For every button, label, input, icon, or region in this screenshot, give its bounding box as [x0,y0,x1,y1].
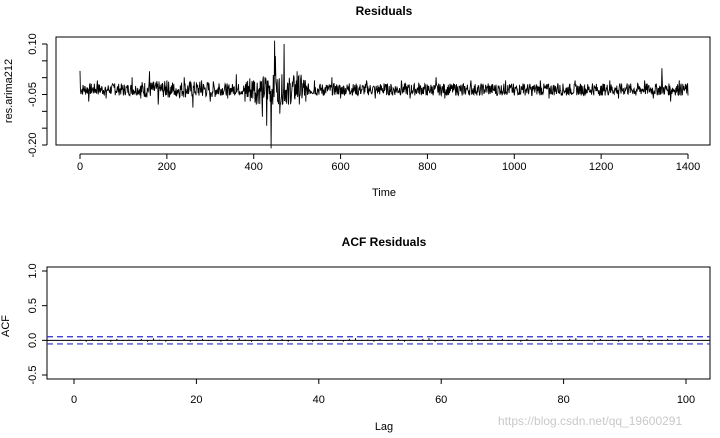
residuals-x-tick-label: 1200 [589,161,613,173]
residuals-x-axis: 0 200 400 600 800 1000 1200 1400 [77,153,700,173]
acf-bars [79,338,687,342]
acf-y-tick-label: 0.0 [27,333,39,348]
watermark: https://blog.csdn.net/qq_19600291 [498,414,683,428]
acf-x-axis: 0 20 40 60 80 100 [71,378,695,406]
residuals-y-label: res.arima212 [3,59,15,123]
residuals-y-axis: -0.20 -0.05 0.10 [27,33,48,158]
acf-x-tick-label: 0 [71,394,77,406]
residuals-x-tick-label: 0 [77,161,83,173]
residuals-y-tick-label: -0.05 [27,82,39,107]
residuals-y-tick-label: 0.10 [27,33,39,54]
residuals-x-tick-label: 1000 [502,161,526,173]
acf-plot-frame [46,266,711,380]
acf-y-tick-label: 1.0 [27,263,39,278]
acf-panel: ACF Residuals 0 20 40 60 80 100 -0.5 0.0 0.5 1.0… [0,235,711,433]
residuals-plot-frame [55,36,711,146]
residuals-x-tick-label: 600 [331,161,349,173]
acf-x-tick-label: 20 [190,394,202,406]
acf-y-tick-label: -0.5 [27,366,39,385]
acf-y-label: ACF [0,315,12,337]
acf-title: ACF Residuals [342,235,427,249]
residuals-title: Residuals [356,4,413,18]
residuals-x-tick-label: 400 [245,161,263,173]
residuals-y-tick-label: -0.20 [27,132,39,157]
acf-y-tick-label: 0.5 [27,298,39,313]
acf-x-tick-label: 100 [677,394,695,406]
residuals-x-label: Time [372,187,396,199]
acf-x-label: Lag [375,421,393,433]
residuals-series-line [79,40,689,149]
acf-x-tick-label: 60 [435,394,447,406]
residuals-x-tick-label: 1400 [676,161,700,173]
residuals-x-tick-label: 200 [158,161,176,173]
acf-x-tick-label: 40 [313,394,325,406]
residuals-x-tick-label: 800 [418,161,436,173]
acf-x-tick-label: 80 [557,394,569,406]
acf-y-axis: -0.5 0.0 0.5 1.0 [27,263,48,385]
residuals-panel: Residuals 0 200 400 600 800 1000 1200 1400 -0.2… [3,4,711,199]
